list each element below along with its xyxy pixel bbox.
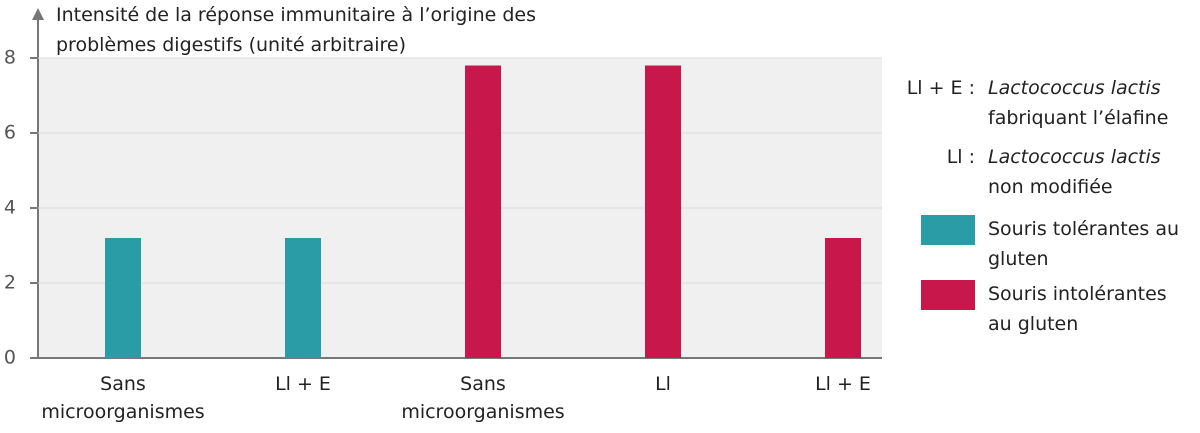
legend-label: Souris intolérantes au gluten xyxy=(988,283,1167,335)
legend-swatch xyxy=(921,215,975,245)
y-tick-label: 0 xyxy=(4,347,16,369)
bar xyxy=(285,238,321,358)
note-term: Lactococcus lactis xyxy=(988,146,1161,168)
y-tick-label: 4 xyxy=(4,197,16,219)
legend-swatch xyxy=(921,280,975,310)
bar xyxy=(825,238,861,358)
x-tick-label: Ll + E xyxy=(815,373,871,395)
bar xyxy=(645,65,681,358)
x-tick-label: Ll xyxy=(655,373,671,395)
legend-label: Souris tolérantes au gluten xyxy=(988,218,1180,270)
note-term: Lactococcus lactis xyxy=(988,77,1161,99)
x-tick-label: Ll + E xyxy=(275,373,331,395)
x-tick-label: Sans microorganismes xyxy=(41,373,205,423)
x-tick-label: Sans microorganismes xyxy=(401,373,565,423)
y-tick-label: 2 xyxy=(4,272,16,294)
note-text: non modifiée xyxy=(988,176,1113,198)
y-axis-title: Intensité de la réponse immunitaire à l’… xyxy=(56,4,537,56)
y-tick-label: 6 xyxy=(4,122,16,144)
bar xyxy=(105,238,141,358)
y-tick-label: 8 xyxy=(4,47,16,69)
bar xyxy=(465,65,501,358)
note-key: Ll + E : xyxy=(906,77,975,99)
note-key: Ll : xyxy=(946,146,975,168)
axis-arrow xyxy=(32,8,44,20)
note-text: fabriquant l’élafine xyxy=(988,107,1169,129)
